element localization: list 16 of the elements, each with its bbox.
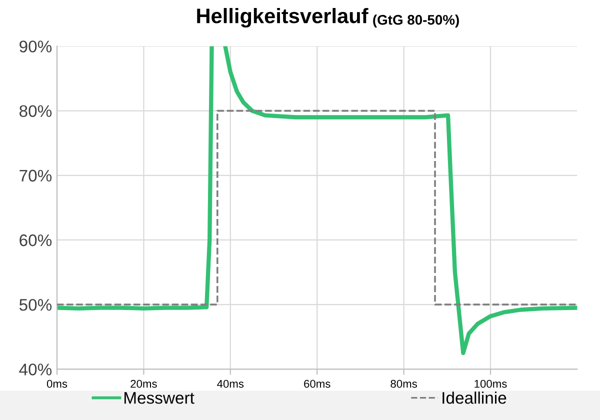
- x-tick-label: 80ms: [390, 380, 417, 388]
- x-tick-label: 100ms: [474, 380, 507, 388]
- chart-title: Helligkeitsverlauf: [197, 8, 368, 28]
- legend-label: Ideallinie: [442, 392, 506, 404]
- y-tick-label: 50%: [19, 298, 52, 311]
- y-tick-label: 90%: [20, 40, 52, 52]
- y-tick-label: 80%: [20, 105, 52, 117]
- y-tick-label: 40%: [19, 364, 52, 376]
- legend-label: Messwert: [124, 392, 194, 404]
- x-tick-label: 40ms: [217, 380, 244, 388]
- x-tick-label: 60ms: [304, 380, 330, 388]
- x-tick-label: 20ms: [130, 380, 157, 388]
- chart-subtitle: (GtG 80-50%): [373, 14, 459, 28]
- x-tick-label: 0ms: [46, 380, 68, 388]
- y-tick-label: 60%: [20, 234, 52, 246]
- y-tick-label: 70%: [20, 170, 52, 182]
